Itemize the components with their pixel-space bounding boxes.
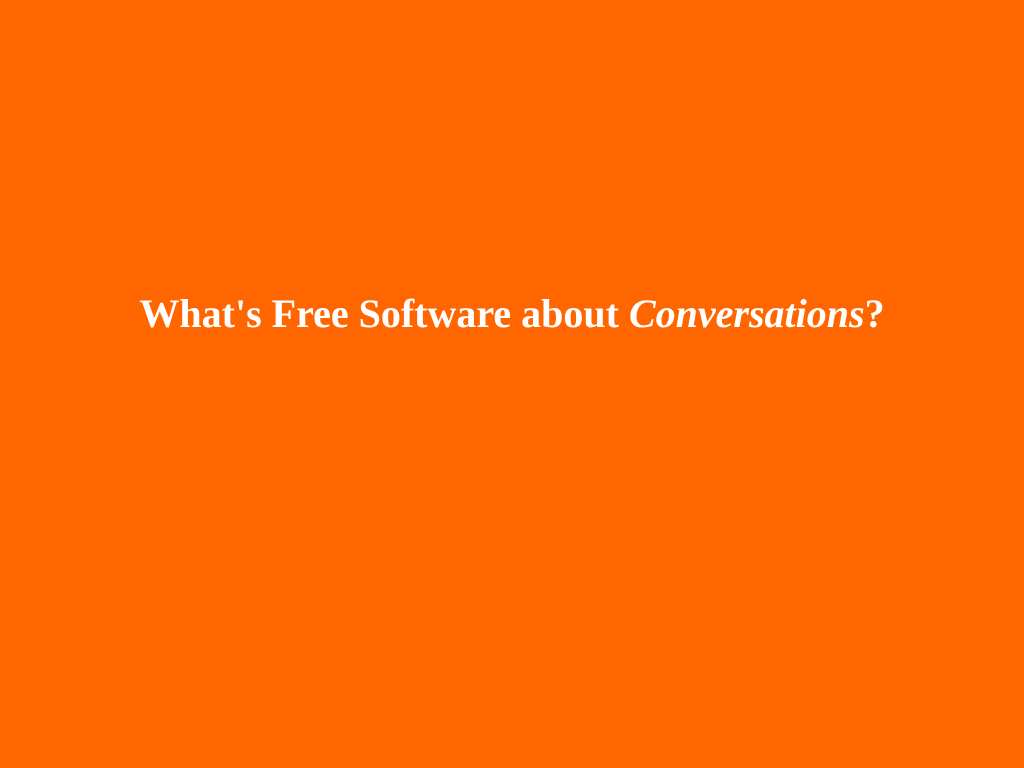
slide-title-suffix: ? [864,290,885,336]
slide-title-emphasis: Conversations [628,290,865,336]
slide-title-prefix: What's Free Software about [139,290,629,336]
slide-title: What's Free Software about Conversations… [0,289,1024,339]
